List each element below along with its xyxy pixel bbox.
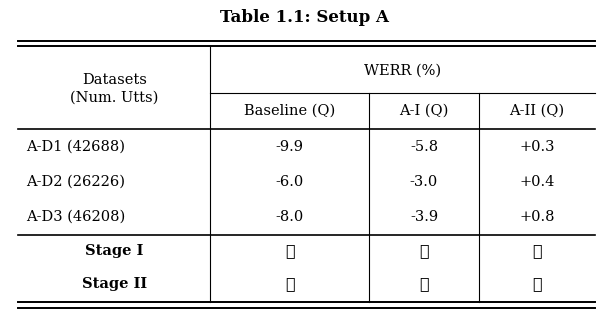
Text: WERR (%): WERR (%) (364, 64, 441, 78)
Text: +0.4: +0.4 (519, 175, 554, 189)
Text: Stage II: Stage II (82, 277, 147, 290)
Text: Baseline (Q): Baseline (Q) (244, 104, 336, 118)
Text: A-I (Q): A-I (Q) (400, 104, 448, 118)
Text: ✗: ✗ (419, 275, 429, 292)
Text: Table 1.1: Setup A: Table 1.1: Setup A (220, 9, 390, 26)
Text: ✓: ✓ (532, 275, 542, 292)
Text: A-D3 (46208): A-D3 (46208) (26, 210, 125, 224)
Text: Datasets
(Num. Utts): Datasets (Num. Utts) (70, 73, 159, 105)
Text: ✗: ✗ (285, 275, 295, 292)
Text: ✗: ✗ (285, 242, 295, 259)
Text: +0.3: +0.3 (519, 140, 554, 154)
Text: -6.0: -6.0 (276, 175, 304, 189)
Text: A-D1 (42688): A-D1 (42688) (26, 140, 124, 154)
Text: -3.9: -3.9 (410, 210, 438, 224)
Text: -5.8: -5.8 (410, 140, 438, 154)
Text: -8.0: -8.0 (276, 210, 304, 224)
Text: A-D2 (26226): A-D2 (26226) (26, 175, 124, 189)
Text: +0.8: +0.8 (519, 210, 554, 224)
Text: -9.9: -9.9 (276, 140, 304, 154)
Text: A-II (Q): A-II (Q) (509, 104, 564, 118)
Text: ✓: ✓ (419, 242, 429, 259)
Text: Stage I: Stage I (85, 244, 143, 258)
Text: -3.0: -3.0 (410, 175, 438, 189)
Text: ✓: ✓ (532, 242, 542, 259)
